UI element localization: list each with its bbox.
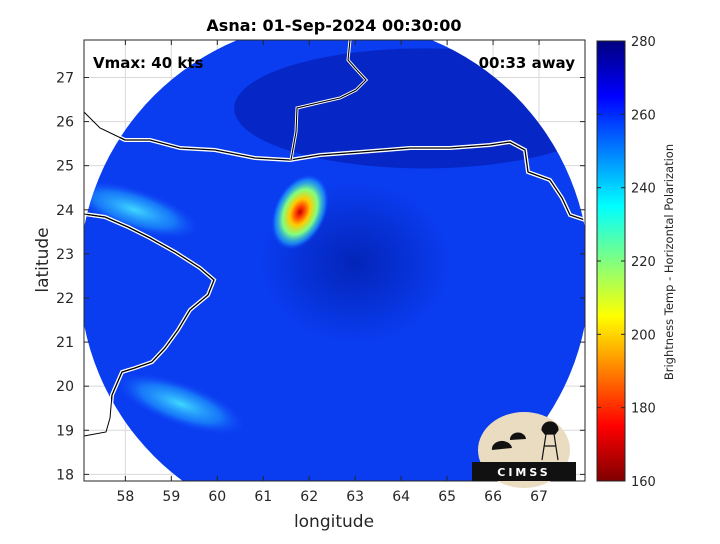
- feature-warm-band-2: [84, 179, 202, 240]
- land-outline-west: [84, 213, 215, 437]
- x-tick-label: 60: [208, 489, 226, 505]
- colorbar-tick-label: 260: [631, 108, 656, 123]
- swath: [84, 40, 585, 481]
- y-tick-label: 23: [56, 247, 74, 263]
- coastline-iran-pakistan-outline: [84, 111, 585, 221]
- y-tick-label: 26: [56, 115, 74, 131]
- logo-text: CIMSS: [497, 466, 550, 479]
- colorbar-ticks: 160 180 200 220 240 260 280: [597, 35, 656, 490]
- colorbar-tick-label: 220: [631, 255, 656, 270]
- x-axis-label: longitude: [294, 512, 374, 532]
- y-tick-label: 24: [56, 203, 74, 219]
- cimss-logo: CIMSS: [472, 412, 576, 488]
- y-tick-label: 19: [56, 423, 74, 439]
- plot-area: 58 59 60 61 62 63 64 65 66 67 18 19 20 21 22 23 24 25 26 2…: [56, 39, 586, 505]
- x-tick-label: 58: [116, 489, 134, 505]
- y-tick-label: 18: [56, 467, 74, 483]
- colorbar-tick-label: 200: [631, 328, 656, 343]
- logo-banner: [472, 462, 576, 481]
- x-tick-label: 62: [300, 489, 318, 505]
- colorbar: 160 180 200 220 240 260 280 Brightness Temp - …: [596, 35, 676, 490]
- feature-warm-band-1: [114, 372, 247, 436]
- colorbar-gradient: [597, 41, 625, 481]
- chart-title: Asna: 01-Sep-2024 00:30:00: [206, 16, 461, 35]
- logo-water-tower-icon: [541, 421, 559, 461]
- x-tick-label: 65: [438, 489, 456, 505]
- colorbar-label: Brightness Temp - Horizontal Polarizatio…: [662, 144, 676, 380]
- x-tick-label: 64: [392, 489, 410, 505]
- colorbar-tick-label: 240: [631, 182, 656, 197]
- x-tick-label: 59: [162, 489, 180, 505]
- y-tick-label: 22: [56, 291, 74, 307]
- land-outline-north: [84, 111, 126, 141]
- colorbar-tick-label: 280: [631, 35, 656, 50]
- y-tick-label: 25: [56, 159, 74, 175]
- colorbar-tick-label: 180: [631, 402, 656, 417]
- y-tick-label: 20: [56, 379, 74, 395]
- y-axis-ticks: 18 19 20 21 22 23 24 25 26 27: [56, 70, 585, 483]
- x-axis-ticks: 58 59 60 61 62 63 64 65 66 67: [116, 40, 548, 505]
- plot-frame: [83, 39, 586, 482]
- x-tick-label: 66: [484, 489, 502, 505]
- y-axis-label: latitude: [33, 227, 53, 292]
- vmax-annotation: Vmax: 40 kts: [93, 54, 203, 72]
- border-iran-pakistan-outline: [290, 40, 367, 161]
- y-tick-label: 27: [56, 70, 74, 86]
- x-tick-label: 63: [346, 489, 364, 505]
- logo-satellite-dish-icon: [491, 432, 526, 459]
- colorbar-tick-label: 160: [631, 475, 656, 490]
- y-tick-label: 21: [56, 335, 74, 351]
- time-away-annotation: 00:33 away: [479, 54, 576, 72]
- feature-storm-core-0: [271, 174, 330, 250]
- x-tick-label: 67: [530, 489, 548, 505]
- x-tick-label: 61: [254, 489, 272, 505]
